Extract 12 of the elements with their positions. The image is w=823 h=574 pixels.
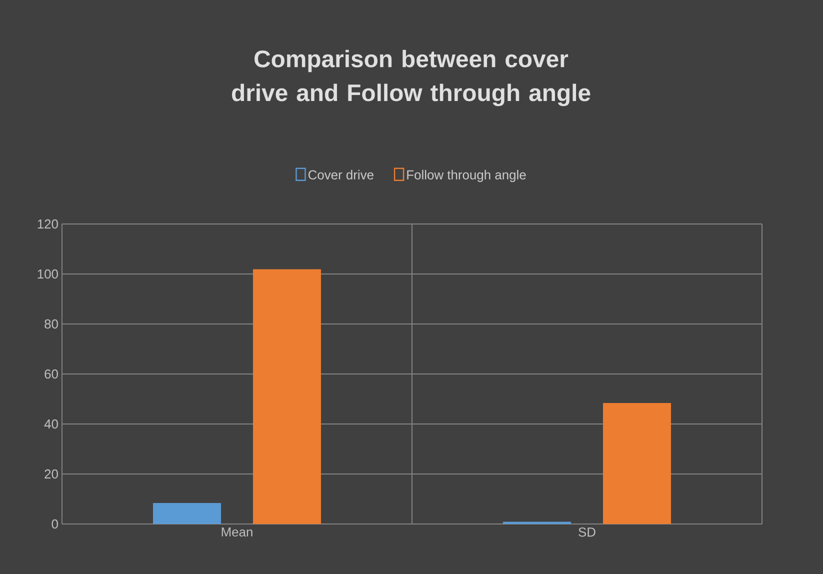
y-tick-label: 80 bbox=[44, 319, 58, 329]
x-tick-label: Mean bbox=[222, 528, 252, 537]
y-tick-label: 100 bbox=[38, 269, 58, 279]
x-tick-label: SD bbox=[578, 528, 596, 537]
y-tick-label: 0 bbox=[52, 519, 58, 529]
legend-label: Cover drive bbox=[308, 170, 374, 180]
legend-label: Follow through angle bbox=[407, 170, 526, 182]
chart-title: Comparison between cover drive and Follow through angle bbox=[232, 50, 590, 106]
y-tick-label: 120 bbox=[38, 219, 58, 229]
y-tick-label: 20 bbox=[44, 469, 58, 479]
y-tick-label: 40 bbox=[44, 419, 58, 429]
y-tick-label: 60 bbox=[44, 369, 58, 379]
